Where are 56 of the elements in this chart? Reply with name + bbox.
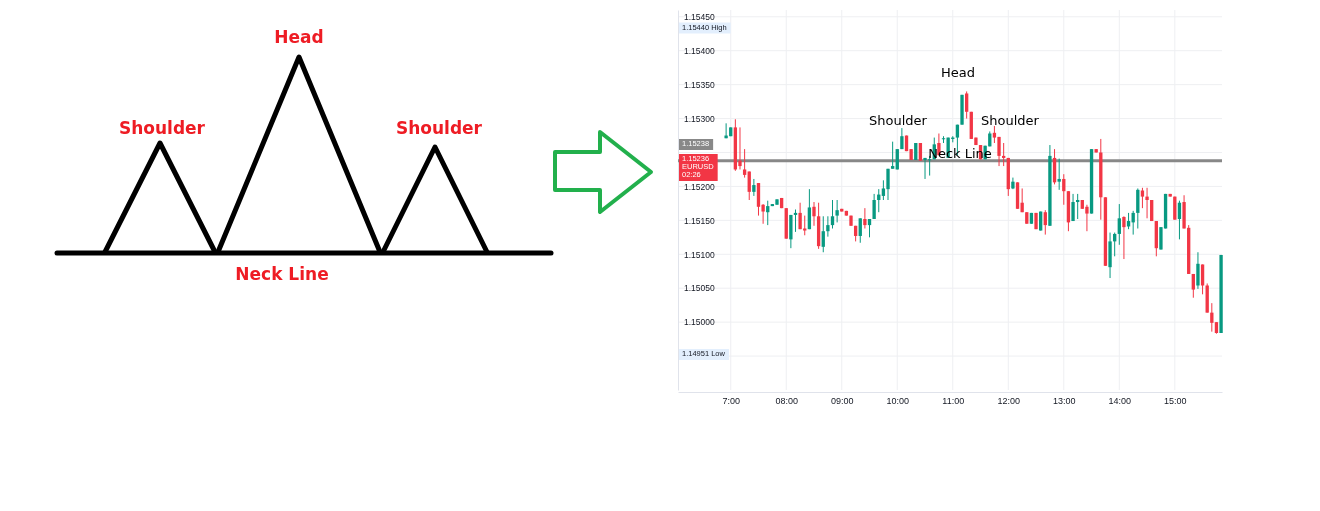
candlestick xyxy=(886,168,890,201)
x-tick-label: 08:00 xyxy=(775,396,799,407)
candlestick xyxy=(890,141,895,170)
candlestick xyxy=(858,217,862,244)
candlestick xyxy=(1122,215,1126,260)
candlestick xyxy=(1085,204,1089,232)
x-tick-label: 12:00 xyxy=(997,396,1021,407)
candlestick xyxy=(867,218,872,238)
candlestick xyxy=(997,136,1001,167)
y-tick-label: 1.15350 xyxy=(684,79,715,90)
annotation: Head xyxy=(941,64,975,80)
candlestick xyxy=(1057,158,1061,191)
x-tick-label: 15:00 xyxy=(1164,396,1187,407)
candlestick xyxy=(1145,187,1149,219)
candlestick xyxy=(830,199,835,229)
candlestick xyxy=(1196,251,1200,290)
x-tick-label: 11:00 xyxy=(942,396,965,407)
candlestick xyxy=(826,215,830,238)
candlestick xyxy=(821,215,825,253)
annotation: Shoulder xyxy=(869,112,928,128)
candlestick xyxy=(1140,187,1145,209)
candlestick xyxy=(964,90,969,120)
candlestick xyxy=(1117,203,1121,246)
text: Neck Line xyxy=(235,264,329,284)
y-tick-label: 1.15200 xyxy=(684,181,715,192)
text: Head xyxy=(274,27,324,47)
candlestick xyxy=(766,200,770,226)
x-tick-label: 09:00 xyxy=(830,396,854,407)
candlestick xyxy=(1071,193,1075,222)
candlestick xyxy=(752,178,756,197)
y-tick-label: 1.15300 xyxy=(684,113,715,124)
x-tick-label: 13:00 xyxy=(1053,396,1076,407)
x-tick-label: 7:00 xyxy=(722,396,740,407)
x-tick-label: 14:00 xyxy=(1108,396,1132,407)
candlestick xyxy=(756,182,761,217)
candlestick xyxy=(872,193,876,220)
y-tick-label: 1.15000 xyxy=(684,317,715,328)
x-tick-label: 10:00 xyxy=(886,396,910,407)
candlestick xyxy=(807,188,812,230)
candlestick xyxy=(863,207,867,229)
candlestick xyxy=(835,199,839,223)
candlestick xyxy=(742,148,747,179)
annotation: Shoulder xyxy=(981,112,1040,128)
text: Shoulder xyxy=(395,118,483,138)
candlestick xyxy=(1200,263,1205,295)
candlestick xyxy=(1043,209,1047,236)
y-tick-label: 1.15150 xyxy=(684,215,715,226)
candlestick xyxy=(798,202,802,230)
y-tick-label: 1.15050 xyxy=(684,283,715,294)
candlestick xyxy=(812,201,816,227)
text: Shoulder xyxy=(118,118,206,138)
y-tick-label: 1.15450 xyxy=(684,12,715,23)
y-tick-label: 1.15100 xyxy=(684,249,715,260)
candlestick xyxy=(738,126,742,170)
candlestick xyxy=(1136,187,1140,229)
y-tick-label: 1.15400 xyxy=(684,45,715,56)
